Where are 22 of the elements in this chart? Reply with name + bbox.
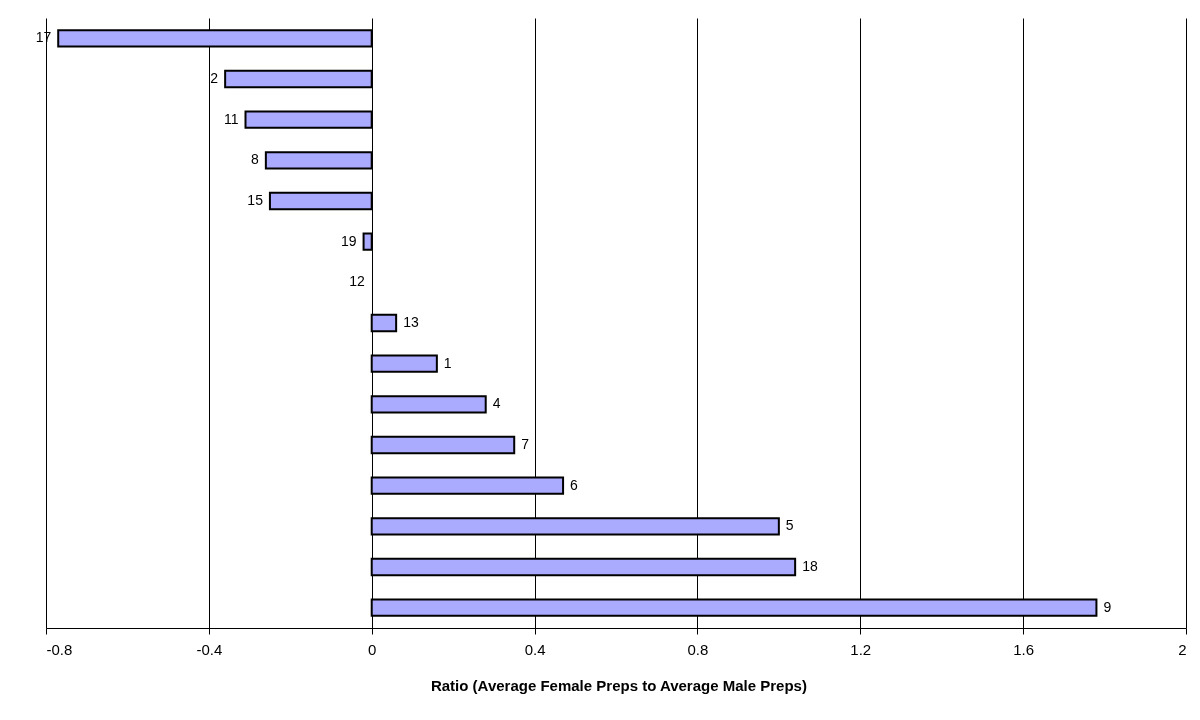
y-tick-label: 1 (443, 354, 452, 371)
x-tick-label: 0 (368, 640, 377, 658)
y-tick-label: 7 (521, 436, 530, 452)
y-tick-label: 11 (223, 110, 239, 127)
y-tick-label: 4 (492, 395, 501, 412)
y-tick-label: 15 (247, 192, 264, 208)
y-tick-label: 9 (1103, 598, 1112, 615)
y-tick-label: 13 (403, 314, 419, 330)
y-tick-label: 5 (785, 517, 794, 534)
x-tick-label: 1.2 (850, 640, 872, 658)
y-tick-label: 8 (251, 151, 260, 168)
y-tick-label: 19 (340, 232, 357, 249)
x-tick-label: 1.6 (1013, 640, 1035, 658)
x-tick-label: 0.8 (687, 640, 709, 658)
x-tick-label: 2 (1178, 640, 1187, 658)
x-tick-label: -0.4 (196, 640, 223, 658)
x-tick-label: -0.8 (46, 640, 73, 658)
x-tick-label: 0.4 (524, 640, 546, 658)
x-axis-title: Ratio (Average Female Preps to Average Male Preps) (430, 676, 807, 694)
y-tick-label: 6 (570, 476, 579, 493)
y-tick-label: 12 (349, 273, 365, 290)
y-tick-label: 18 (802, 558, 818, 574)
